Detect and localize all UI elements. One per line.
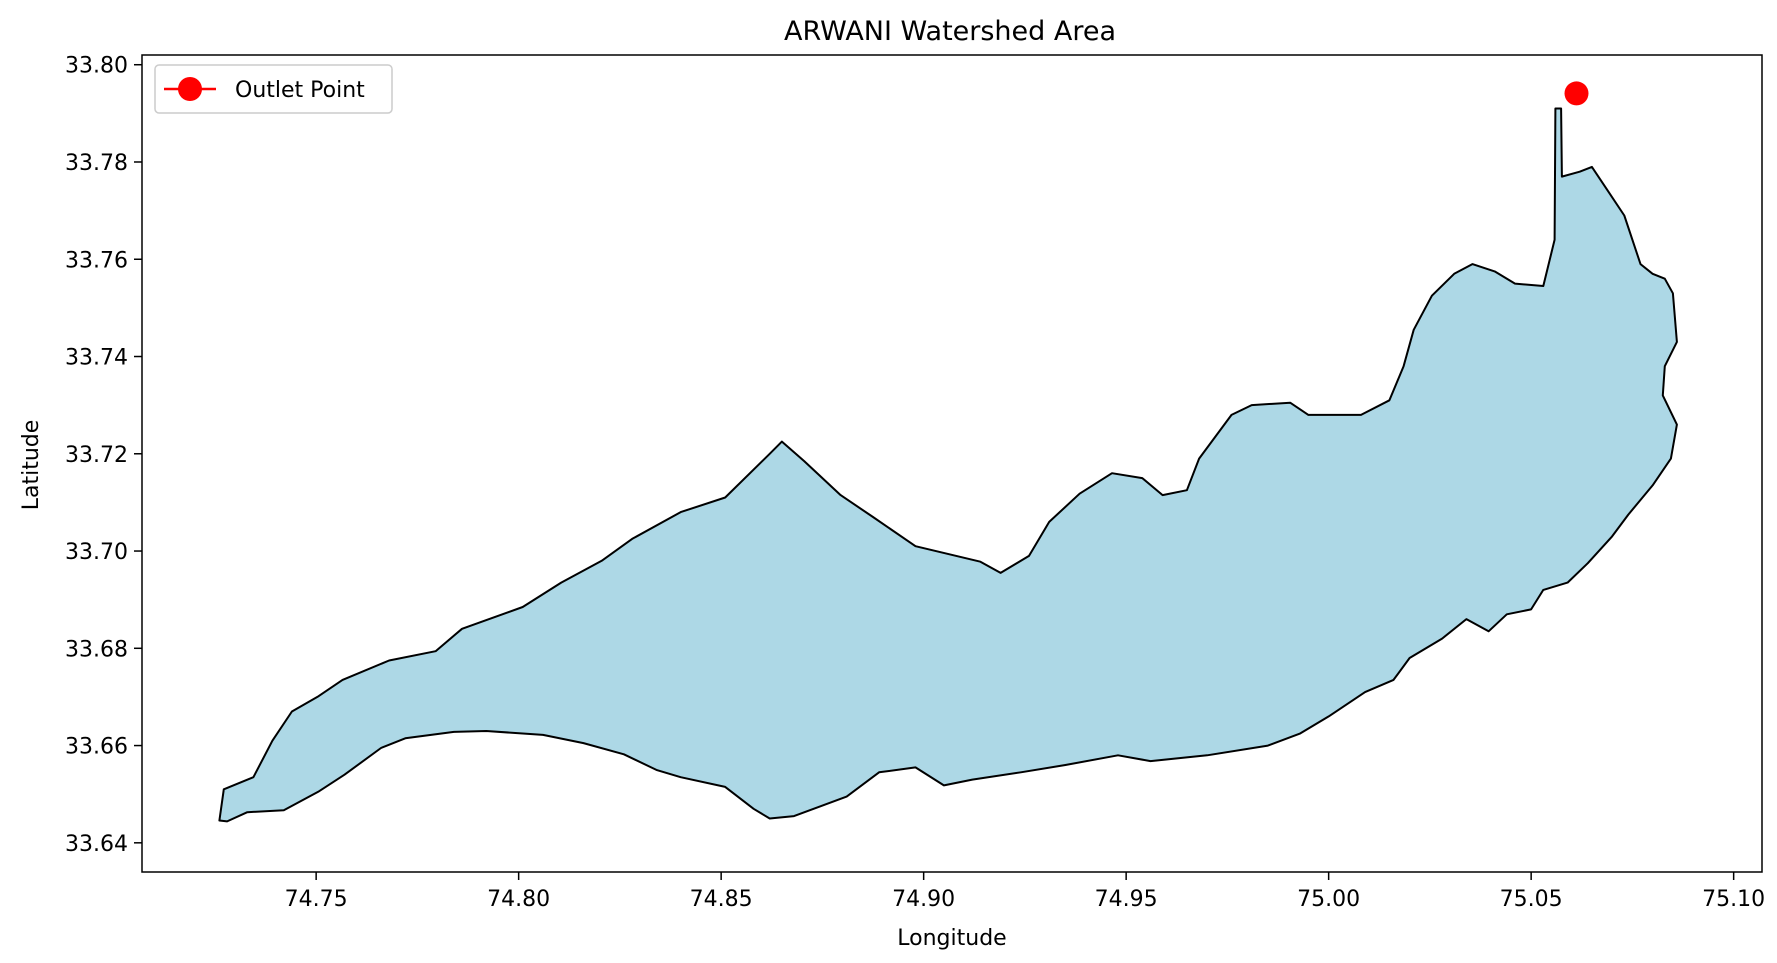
plot-area: [218, 81, 1678, 823]
y-tick-label: 33.80: [65, 54, 128, 79]
legend-marker: [178, 77, 202, 101]
x-tick-label: 74.90: [892, 887, 955, 912]
y-tick-label: 33.74: [65, 346, 128, 371]
y-axis: 33.64 33.66 33.68 33.70 33.72 33.74 33.76 33.78…: [65, 54, 142, 857]
y-tick-label: 33.68: [65, 637, 128, 662]
x-tick-label: 74.75: [285, 887, 348, 912]
legend-box: [154, 64, 393, 114]
chart-title: ARWANI Watershed Area: [784, 16, 1116, 47]
y-tick-label: 33.70: [65, 540, 128, 565]
y-tick-label: 33.66: [65, 735, 128, 760]
axes-frame: [141, 54, 1763, 873]
x-tick-label: 74.80: [487, 887, 550, 912]
legend: Outlet Point: [154, 64, 393, 114]
x-tick-label: 74.95: [1095, 887, 1158, 912]
outlet-point-marker: [1564, 81, 1589, 106]
y-tick-label: 33.64: [65, 832, 128, 857]
legend-entry-outlet-point: Outlet Point: [235, 78, 365, 103]
y-tick-label: 33.76: [65, 248, 128, 273]
x-tick-label: 75.05: [1500, 887, 1563, 912]
watershed-polygon: [218, 107, 1678, 823]
x-axis: 74.75 74.80 74.85 74.90 74.95 75.00 75.05 75.10: [285, 872, 1765, 912]
y-axis-label: Latitude: [19, 420, 44, 511]
x-axis-label: Longitude: [897, 926, 1006, 951]
y-tick-label: 33.72: [65, 443, 128, 468]
x-tick-label: 75.00: [1297, 887, 1360, 912]
x-tick-label: 75.10: [1702, 887, 1765, 912]
x-tick-label: 74.85: [690, 887, 753, 912]
y-tick-label: 33.78: [65, 151, 128, 176]
